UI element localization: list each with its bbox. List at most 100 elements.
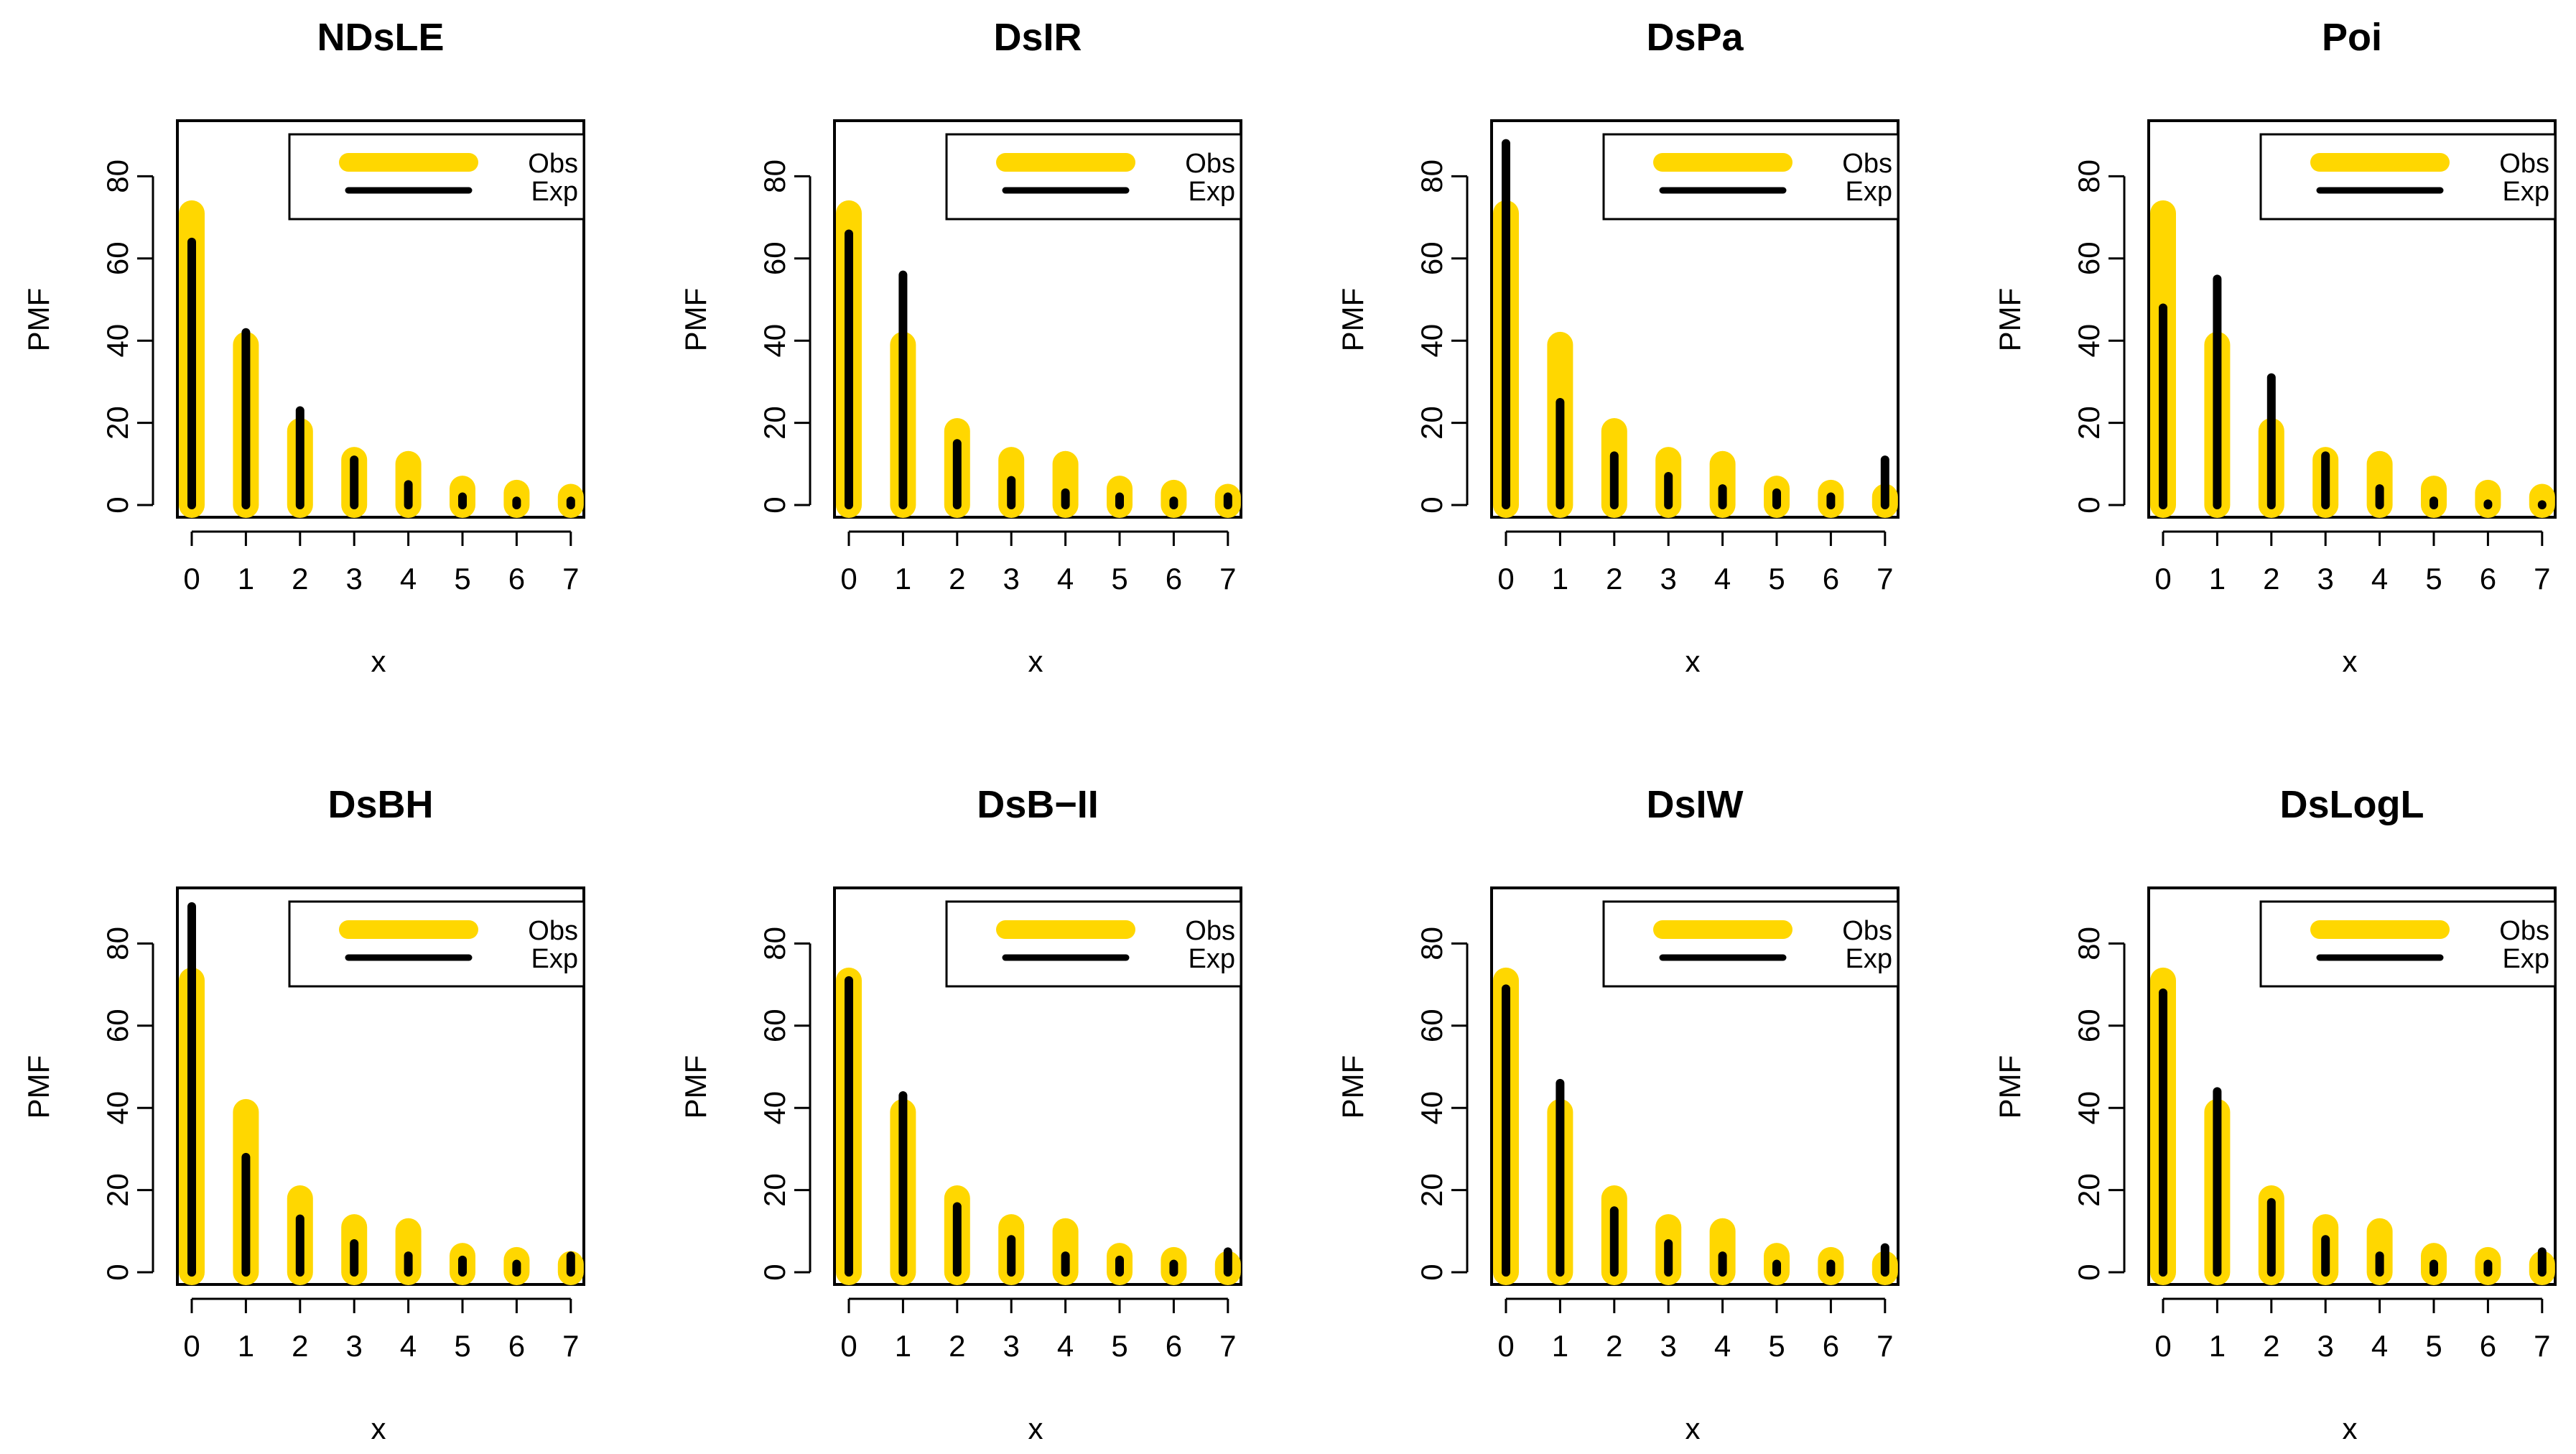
plot-frame: [2147, 119, 2557, 519]
legend-exp-label: Exp: [531, 944, 578, 974]
y-tick-label: 60: [2072, 1009, 2106, 1042]
y-tick-label: 40: [101, 1091, 134, 1125]
y-tick-label: 0: [2072, 496, 2106, 513]
plot-frame: [833, 886, 1242, 1286]
x-tick-label: 1: [2209, 562, 2226, 596]
y-tick-label: 60: [2072, 241, 2106, 275]
x-tick-label: 3: [1660, 1329, 1677, 1363]
x-tick-label: 0: [183, 1329, 200, 1363]
panel-title: DsPa: [1646, 16, 1744, 59]
x-tick-label: 3: [346, 562, 363, 596]
y-tick-label: 40: [101, 324, 134, 358]
y-tick-label: 0: [1415, 1264, 1449, 1280]
x-tick-label: 4: [2371, 562, 2388, 596]
x-tick-label: 7: [2534, 1329, 2550, 1363]
x-tick-label: 1: [2209, 1329, 2226, 1363]
x-tick-label: 4: [1057, 562, 1074, 596]
x-axis-label: x: [371, 1412, 386, 1445]
y-tick-label: 60: [758, 241, 791, 275]
legend-exp-label: Exp: [1189, 944, 1235, 974]
x-tick-label: 1: [238, 562, 254, 596]
panel-title: DsIW: [1647, 783, 1744, 826]
x-tick-label: 6: [508, 1329, 525, 1363]
plot-frame: [1490, 886, 1900, 1286]
x-tick-label: 5: [1768, 562, 1785, 596]
y-tick-label: 20: [2072, 1173, 2106, 1207]
y-tick-label: 40: [758, 1091, 791, 1125]
x-tick-label: 2: [292, 1329, 308, 1363]
y-axis-label: PMF: [22, 1055, 55, 1119]
x-tick-label: 4: [2371, 1329, 2388, 1363]
y-tick-label: 60: [1415, 1009, 1449, 1042]
x-tick-label: 1: [1552, 562, 1568, 596]
y-tick-label: 0: [758, 1264, 791, 1280]
legend-obs-label: Obs: [528, 149, 578, 179]
x-tick-label: 5: [1768, 1329, 1785, 1363]
x-tick-label: 5: [454, 562, 470, 596]
legend-box: [2259, 900, 2557, 988]
x-tick-label: 6: [2480, 562, 2496, 596]
legend-exp-label: Exp: [531, 177, 578, 207]
y-tick-label: 40: [2072, 1091, 2106, 1125]
y-tick-label: 40: [758, 324, 791, 358]
y-tick-label: 0: [101, 1264, 134, 1280]
x-tick-label: 1: [238, 1329, 254, 1363]
x-tick-label: 5: [454, 1329, 470, 1363]
panel-title: Poi: [2322, 16, 2382, 59]
plot-frame: [176, 119, 585, 519]
legend-exp-label: Exp: [2503, 177, 2549, 207]
x-tick-label: 3: [1003, 1329, 1020, 1363]
x-tick-label: 1: [895, 562, 911, 596]
x-axis-label: x: [1028, 644, 1043, 678]
y-axis-label: PMF: [1336, 288, 1370, 352]
x-tick-label: 7: [2534, 562, 2550, 596]
y-axis-label: PMF: [1993, 288, 2027, 352]
y-tick-label: 0: [101, 496, 134, 513]
y-tick-label: 20: [1415, 406, 1449, 440]
x-tick-label: 0: [1497, 1329, 1514, 1363]
y-tick-label: 20: [1415, 1173, 1449, 1207]
x-tick-label: 2: [949, 1329, 965, 1363]
x-axis-label: x: [2343, 644, 2358, 678]
y-tick-label: 0: [2072, 1264, 2106, 1280]
legend-obs-label: Obs: [2499, 916, 2549, 946]
x-tick-label: 2: [2263, 562, 2279, 596]
x-tick-label: 3: [1660, 562, 1677, 596]
legend-box: [945, 133, 1242, 221]
x-tick-label: 7: [1877, 562, 1893, 596]
x-axis-label: x: [1685, 644, 1701, 678]
plot-frame: [1490, 119, 1900, 519]
x-axis-label: x: [1028, 1412, 1043, 1445]
x-tick-label: 0: [1497, 562, 1514, 596]
y-axis-label: PMF: [679, 288, 712, 352]
plot-frame: [833, 119, 1242, 519]
panel-title: DsIR: [993, 16, 1082, 59]
legend-obs-label: Obs: [1842, 916, 1892, 946]
y-tick-label: 80: [101, 159, 134, 193]
x-tick-label: 1: [895, 1329, 911, 1363]
x-tick-label: 2: [2263, 1329, 2279, 1363]
x-tick-label: 2: [1606, 1329, 1622, 1363]
x-tick-label: 3: [2317, 1329, 2334, 1363]
x-tick-label: 2: [1606, 562, 1622, 596]
legend-exp-label: Exp: [1846, 944, 1892, 974]
x-tick-label: 6: [2480, 1329, 2496, 1363]
x-tick-label: 7: [1219, 1329, 1236, 1363]
y-tick-label: 60: [101, 241, 134, 275]
legend-obs-label: Obs: [1185, 916, 1235, 946]
y-tick-label: 20: [758, 406, 791, 440]
legend-obs-label: Obs: [528, 916, 578, 946]
y-tick-label: 80: [1415, 159, 1449, 193]
